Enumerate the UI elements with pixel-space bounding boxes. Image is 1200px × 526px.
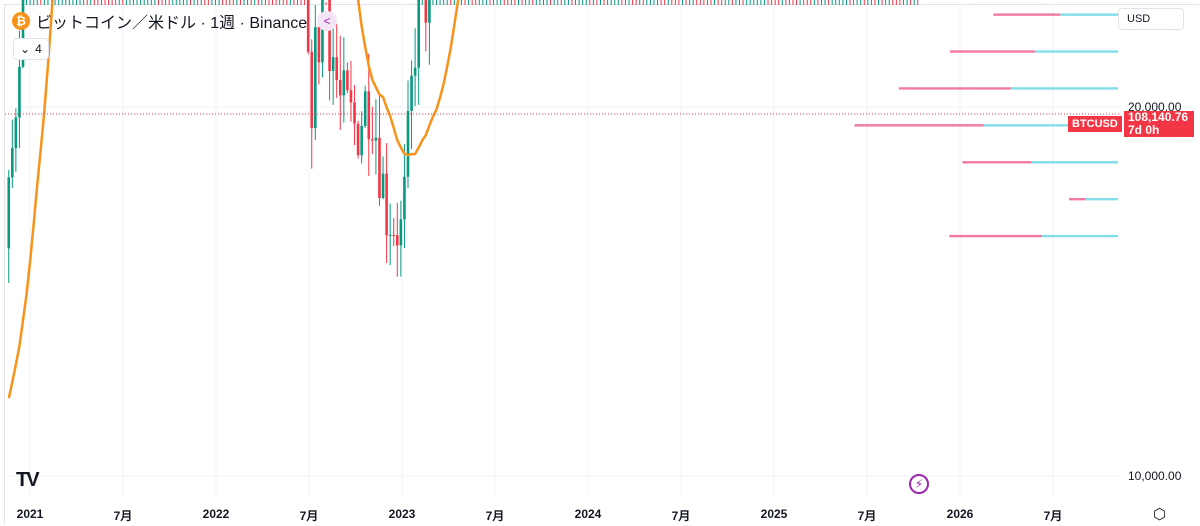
candle — [406, 110, 410, 177]
candle — [399, 219, 403, 246]
candle — [342, 70, 346, 96]
currency-selector[interactable]: USD — [1118, 8, 1184, 30]
volume-profile-buy-bar — [983, 124, 1118, 127]
volume-profile-buy-bar — [1060, 13, 1118, 16]
volume-profile-sell-bar — [993, 13, 1061, 16]
candle — [363, 91, 367, 126]
x-tick-label: 7月 — [299, 509, 319, 523]
candle — [360, 125, 363, 156]
volume-profile-sell-bar — [1068, 197, 1086, 201]
x-tick-label: 2025 — [760, 507, 788, 521]
candle — [374, 137, 378, 141]
x-tick-label: 7月 — [1043, 509, 1063, 523]
candle — [381, 173, 385, 198]
volume-profile-buy-bar — [1010, 87, 1118, 90]
candle — [385, 173, 388, 236]
sma-20-line — [7, 0, 460, 399]
candle — [349, 90, 353, 103]
candle — [335, 57, 339, 81]
last-price: 108,140.76 — [1128, 110, 1189, 124]
candle — [388, 234, 392, 236]
bitcoin-icon: ₿ — [12, 12, 30, 30]
x-tick-label: 2021 — [16, 507, 44, 521]
candle — [7, 177, 11, 249]
chart-header: ₿ ビットコイン／米ドル · 1週 · Binance < — [12, 9, 338, 33]
candle — [18, 66, 21, 118]
x-tick-label: 7月 — [857, 509, 877, 523]
indicators-collapse-button[interactable]: ⌄ 4 — [13, 38, 49, 60]
tradingview-logo[interactable]: TV — [16, 469, 40, 491]
candle — [328, 0, 331, 72]
volume-profile-sell-bar — [898, 87, 1011, 90]
candle — [317, 27, 321, 63]
candle — [21, 0, 25, 67]
chart-frame — [4, 4, 1199, 525]
x-tick-label: 7月 — [485, 509, 505, 523]
volume-profile-sell-bar — [949, 234, 1042, 238]
lightning-icon[interactable]: ⚡ — [909, 474, 929, 494]
settings-icon[interactable]: ⬡ — [1153, 506, 1167, 523]
candle — [413, 67, 417, 76]
candle — [346, 70, 349, 91]
volume-profile-sell-bar — [962, 161, 1032, 164]
candle — [14, 117, 18, 149]
candle — [378, 137, 381, 198]
y-tick-label: 10,000.00 — [1128, 469, 1182, 483]
candle — [410, 75, 413, 111]
candle — [356, 123, 360, 156]
x-tick-label: 7月 — [671, 509, 691, 523]
candle — [367, 91, 371, 140]
x-tick-label: 2024 — [574, 507, 602, 521]
candle — [428, 0, 431, 23]
candle — [371, 139, 374, 141]
x-tick-label: 7月 — [113, 509, 133, 523]
y-tick-label: 20,000.00 — [1128, 99, 1182, 114]
candle — [396, 235, 399, 246]
share-icon[interactable]: < — [317, 11, 338, 31]
x-tick-label: 2022 — [202, 507, 230, 521]
candle — [353, 102, 356, 124]
candle — [314, 27, 317, 129]
volume-profile-buy-bar — [1085, 197, 1118, 201]
candle — [392, 234, 396, 236]
x-tick-label: 2026 — [946, 507, 974, 521]
candle — [11, 148, 14, 178]
indicator-count: 4 — [35, 42, 42, 56]
candle — [310, 51, 314, 129]
volume-profile-sell-bar — [949, 50, 1035, 53]
symbol-price-label: BTCUSD — [1068, 116, 1122, 132]
volume-profile-sell-bar — [854, 124, 984, 127]
symbol-title[interactable]: ビットコイン／米ドル · 1週 · Binance — [36, 15, 308, 32]
candle — [338, 80, 342, 96]
volume-profile-buy-bar — [1041, 234, 1118, 238]
last-price-label: 108,140.76 7d 0h — [1124, 111, 1194, 137]
volume-profile-buy-bar — [1034, 50, 1118, 53]
candle — [321, 0, 324, 63]
volume-profile-buy-bar — [1031, 161, 1118, 164]
x-tick-label: 2023 — [388, 507, 416, 521]
candle — [306, 0, 310, 52]
candle — [403, 176, 406, 220]
candle — [424, 0, 428, 23]
candle — [417, 0, 420, 68]
candle — [331, 57, 335, 72]
bar-countdown: 7d 0h — [1128, 123, 1160, 137]
chevron-down-icon: ⌄ — [20, 42, 31, 56]
